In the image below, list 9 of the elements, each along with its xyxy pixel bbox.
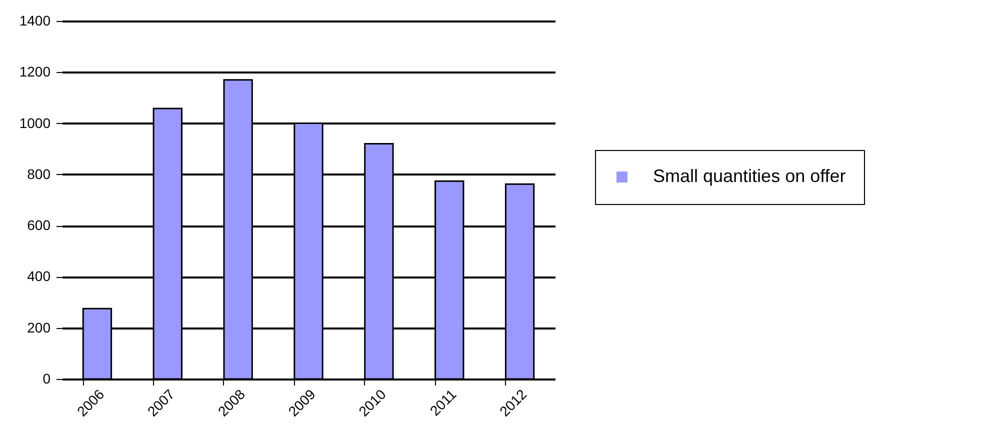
y-tick-label: 1000: [19, 114, 51, 131]
y-tick-label: 1200: [19, 64, 51, 80]
y-tick-label: 0: [42, 370, 51, 386]
y-tick-label: 400: [27, 268, 51, 284]
y-tick-label: 1400: [19, 12, 51, 28]
y-tick-label: 800: [27, 166, 51, 182]
legend-label: Small quantities on offer: [653, 166, 846, 186]
y-tick-label: 600: [27, 217, 51, 234]
y-tick-label: 200: [27, 319, 51, 336]
